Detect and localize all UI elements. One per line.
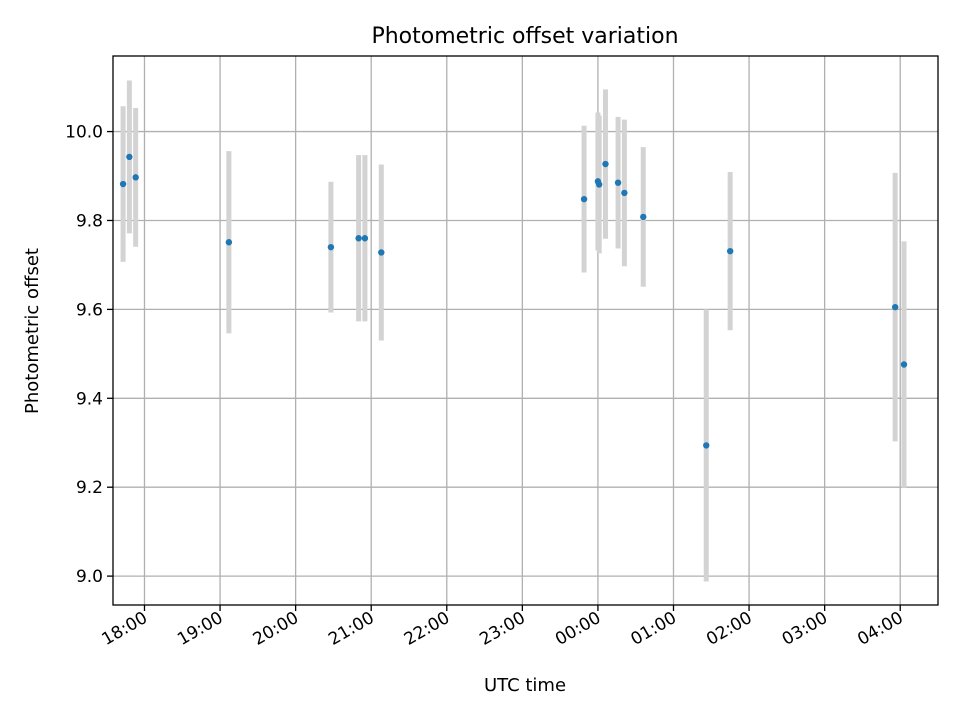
- data-point: [614, 179, 622, 186]
- y-axis-ticks: 9.0 9.2 9.4 9.6 9.8 10.0: [65, 123, 113, 587]
- error-bars: [120, 80, 907, 582]
- data-point: [703, 442, 710, 449]
- x-axis-label: UTC time: [484, 675, 566, 696]
- data-point: [327, 243, 335, 251]
- data-point: [361, 235, 369, 242]
- data-point: [640, 213, 647, 221]
- y-tick-label: 9.4: [76, 389, 103, 409]
- data-point: [225, 239, 233, 246]
- data-point: [900, 361, 908, 368]
- y-tick-label: 10.0: [65, 123, 103, 143]
- x-tick-label: 18:00: [99, 608, 151, 650]
- data-point: [621, 189, 628, 197]
- x-tick-label: 23:00: [476, 608, 528, 650]
- y-tick-label: 9.2: [76, 478, 103, 498]
- y-tick-label: 9.6: [76, 300, 103, 320]
- data-point: [595, 181, 603, 188]
- x-tick-label: 22:00: [401, 608, 453, 650]
- x-tick-label: 20:00: [250, 608, 302, 650]
- data-point: [726, 247, 734, 255]
- data-point: [580, 195, 588, 203]
- x-tick-label: 21:00: [325, 608, 377, 650]
- data-point: [132, 174, 139, 181]
- data-point: [119, 180, 127, 188]
- plot-frame: [112, 55, 939, 606]
- data-point: [891, 303, 899, 311]
- x-tick-label: 04:00: [854, 608, 906, 650]
- x-tick-label: 00:00: [552, 608, 604, 650]
- x-gridlines: [143, 56, 901, 605]
- data-point: [355, 235, 362, 242]
- y-tick-label: 9.0: [76, 567, 103, 587]
- data-point: [126, 153, 133, 161]
- chart-title: Photometric offset variation: [371, 24, 678, 49]
- y-tick-label: 9.8: [76, 211, 103, 231]
- data-points: [119, 153, 908, 449]
- x-axis-ticks: 18:00 19:00 20:00 21:00 22:00 23:00 00:00 01:00…: [99, 605, 907, 650]
- y-axis-label: Photometric offset: [22, 248, 43, 414]
- data-point: [378, 249, 385, 256]
- data-point: [602, 160, 609, 168]
- y-gridlines: [113, 130, 938, 577]
- x-tick-label: 03:00: [779, 608, 831, 650]
- x-tick-label: 01:00: [628, 608, 680, 650]
- x-tick-label: 02:00: [703, 608, 755, 650]
- x-tick-label: 19:00: [174, 608, 226, 650]
